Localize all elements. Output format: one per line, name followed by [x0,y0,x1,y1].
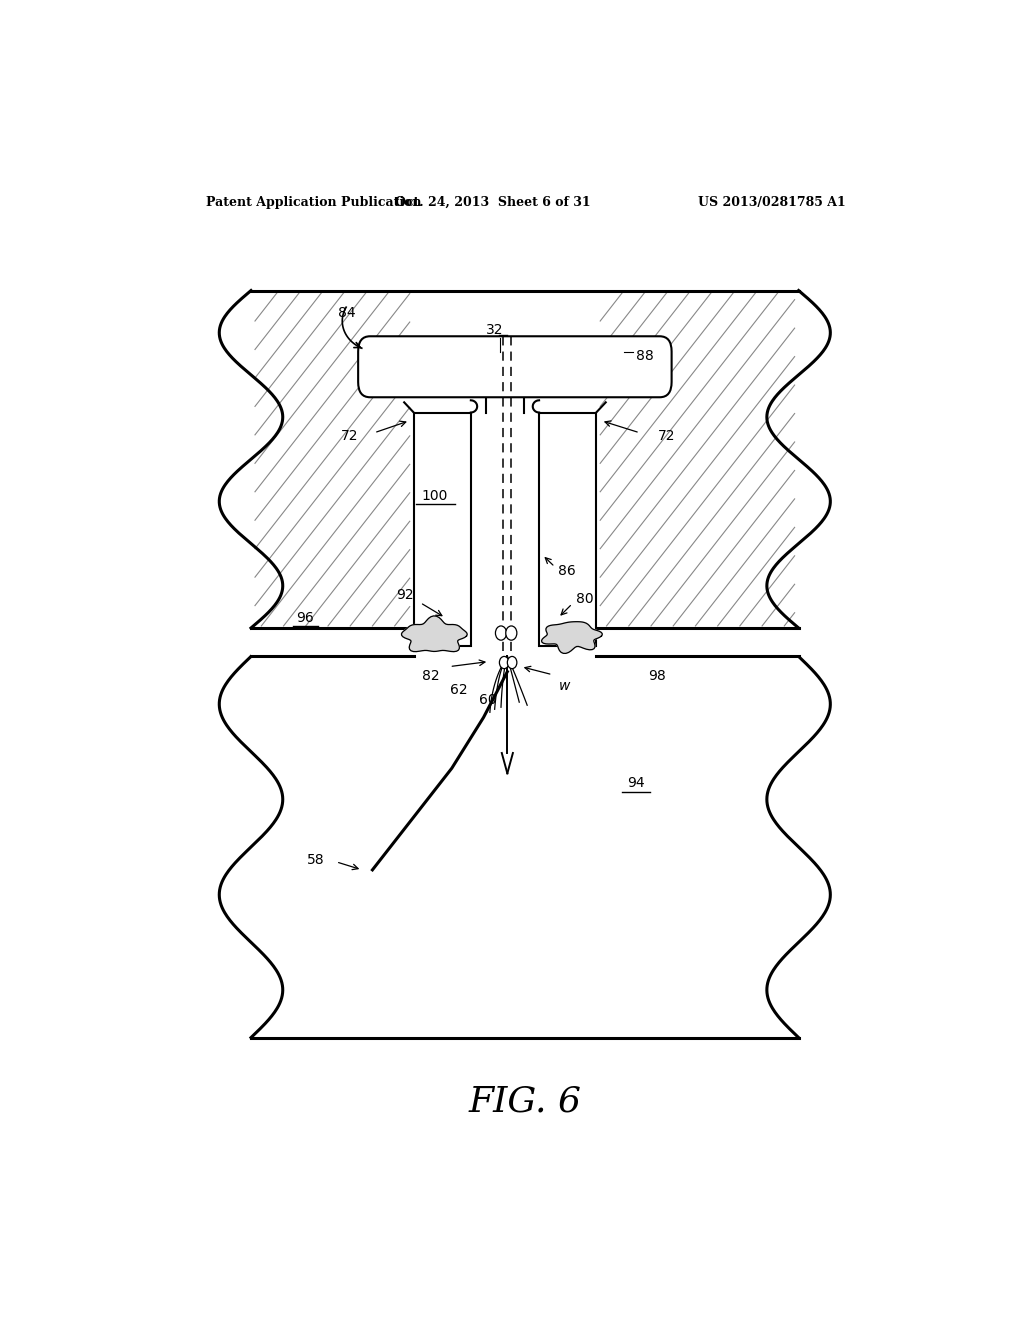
Text: Patent Application Publication: Patent Application Publication [206,195,421,209]
Text: 84: 84 [338,306,355,319]
Text: 58: 58 [307,853,325,867]
Text: 72: 72 [658,429,676,444]
Text: 72: 72 [341,429,358,444]
Polygon shape [539,412,596,647]
Text: US 2013/0281785 A1: US 2013/0281785 A1 [698,195,846,209]
Text: 82: 82 [422,669,440,682]
Text: 92: 92 [396,589,414,602]
Polygon shape [542,622,602,653]
Circle shape [496,626,507,640]
Text: 80: 80 [577,591,594,606]
FancyBboxPatch shape [358,337,672,397]
Circle shape [507,656,517,669]
Text: 60: 60 [479,693,497,708]
Text: w: w [559,678,570,693]
Text: 94: 94 [627,776,645,791]
Text: 98: 98 [648,669,667,682]
Polygon shape [219,656,830,1038]
Text: 32: 32 [486,323,504,338]
Text: 88: 88 [636,348,653,363]
Circle shape [506,626,517,640]
Polygon shape [401,616,467,652]
Text: 100: 100 [422,488,449,503]
Polygon shape [414,412,471,647]
Text: FIG. 6: FIG. 6 [468,1085,582,1118]
Text: 86: 86 [558,564,575,578]
Text: 96: 96 [296,611,313,624]
Circle shape [500,656,509,669]
Text: Oct. 24, 2013  Sheet 6 of 31: Oct. 24, 2013 Sheet 6 of 31 [395,195,591,209]
Text: 62: 62 [450,682,468,697]
Polygon shape [219,290,830,628]
